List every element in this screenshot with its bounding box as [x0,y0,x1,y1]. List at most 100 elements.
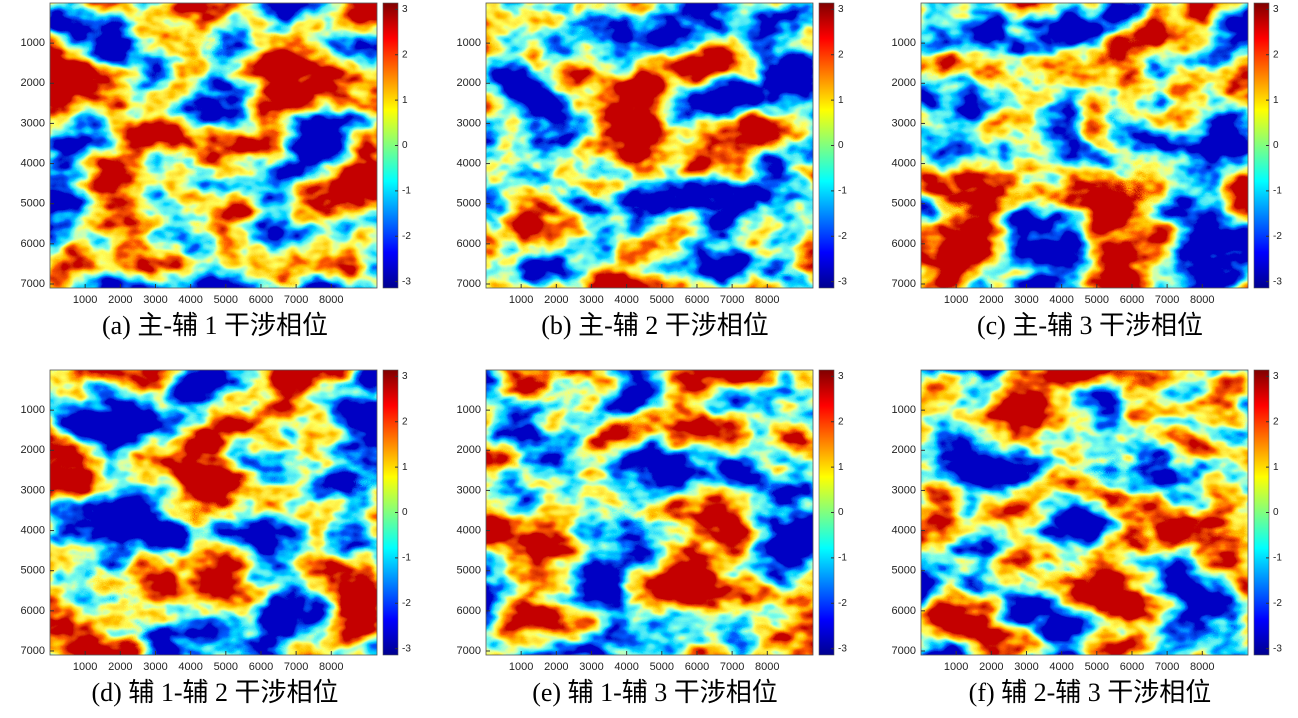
colorbar-tick-label: 2 [402,416,408,427]
caption: (b) 主-辅 2 干涉相位 [541,311,768,340]
x-tick-label: 3000 [143,661,167,673]
x-tick-label: 2000 [979,294,1003,306]
phase-image [486,370,813,655]
x-tick-label: 3000 [1014,294,1038,306]
caption: (e) 辅 1-辅 3 干涉相位 [532,678,778,707]
phase-image [486,3,813,288]
colorbar-tick-label: -2 [402,598,411,609]
x-tick-label: 4000 [1049,294,1073,306]
x-tick-label: 5000 [1085,294,1109,306]
x-tick-label: 8000 [1190,661,1214,673]
x-tick-label: 7000 [284,294,308,306]
y-tick-label: 6000 [892,238,916,250]
y-tick-label: 7000 [892,645,916,657]
colorbar-tick-label: -3 [402,276,411,287]
y-tick-label: 5000 [457,198,481,210]
y-tick-label: 2000 [21,77,45,89]
colorbar-tick-label: -3 [838,643,847,654]
y-tick-label: 4000 [892,157,916,169]
y-tick-label: 1000 [21,404,45,416]
y-tick-label: 5000 [457,565,481,577]
colorbar-tick-label: 2 [1273,416,1279,427]
x-tick-label: 2000 [108,661,132,673]
colorbar-tick-label: 0 [1273,507,1279,518]
x-tick-label: 7000 [720,661,744,673]
x-tick-label: 8000 [755,294,779,306]
y-tick-label: 2000 [892,77,916,89]
x-tick-label: 4000 [614,661,638,673]
y-tick-label: 5000 [892,565,916,577]
colorbar-tick-label: 0 [838,507,844,518]
colorbar-tick-label: 1 [402,462,408,473]
colorbar-tick-label: -1 [1273,186,1282,197]
y-tick-label: 1000 [21,37,45,49]
plot-frame [485,2,814,289]
colorbar-tick-label: -2 [402,231,411,242]
colorbar-tick-label: 3 [402,4,408,15]
colorbar-tick-label: 0 [402,140,408,151]
y-tick-label: 4000 [457,157,481,169]
colorbar-tick-label: 2 [1273,49,1279,60]
x-tick-label: 8000 [319,294,343,306]
x-tick-label: 4000 [178,294,202,306]
panel: 1000 2000 3000 4000 5000 6000 7000 8000 1000 2000… [457,2,847,340]
x-tick-label: 5000 [650,294,674,306]
x-tick-label: 3000 [143,294,167,306]
colorbar-tick-label: 3 [1273,4,1279,15]
colorbar-tick-label: 0 [402,507,408,518]
y-tick-label: 2000 [892,444,916,456]
panel: 1000 2000 3000 4000 5000 6000 7000 8000 1000 2000… [892,369,1282,707]
plot-frame [49,369,378,656]
colorbar-tick-label: 0 [1273,140,1279,151]
colorbar-tick-label: -2 [838,598,847,609]
y-tick-label: 5000 [21,565,45,577]
y-tick-label: 6000 [457,238,481,250]
x-tick-label: 5000 [650,661,674,673]
y-tick-label: 5000 [892,198,916,210]
x-tick-label: 4000 [1049,661,1073,673]
colorbar-tick-label: -1 [402,553,411,564]
phase-image [921,3,1248,288]
y-tick-label: 3000 [892,484,916,496]
y-tick-label: 4000 [21,524,45,536]
colorbar-tick-label: 1 [402,95,408,106]
panel: 1000 2000 3000 4000 5000 6000 7000 8000 1000 2000… [457,369,847,707]
x-tick-label: 1000 [509,661,533,673]
y-tick-label: 7000 [21,278,45,290]
y-tick-label: 3000 [457,117,481,129]
x-tick-label: 7000 [720,294,744,306]
y-tick-label: 1000 [892,404,916,416]
plot-frame [920,2,1249,289]
x-tick-label: 6000 [249,661,273,673]
phase-image [50,370,377,655]
x-tick-label: 7000 [1155,294,1179,306]
y-tick-label: 3000 [21,484,45,496]
colorbar-tick-label: -1 [838,553,847,564]
x-tick-label: 2000 [108,294,132,306]
y-tick-label: 1000 [892,37,916,49]
caption: (f) 辅 2-辅 3 干涉相位 [969,678,1212,707]
x-tick-label: 5000 [214,294,238,306]
y-tick-label: 5000 [21,198,45,210]
y-tick-label: 6000 [21,605,45,617]
colorbar-tick-label: -1 [402,186,411,197]
colorbar-tick-label: 2 [402,49,408,60]
caption: (a) 主-辅 1 干涉相位 [102,311,328,340]
x-tick-label: 1000 [73,294,97,306]
panel: 1000 2000 3000 4000 5000 6000 7000 8000 1000 2000… [21,369,411,707]
x-tick-label: 4000 [178,661,202,673]
x-tick-label: 5000 [214,661,238,673]
y-tick-label: 3000 [892,117,916,129]
y-tick-label: 7000 [892,278,916,290]
caption: (d) 辅 1-辅 2 干涉相位 [92,678,339,707]
colorbar-tick-label: 3 [838,4,844,15]
colorbar-tick-label: 2 [838,416,844,427]
y-tick-label: 1000 [457,37,481,49]
colorbar-tick-label: 1 [1273,95,1279,106]
colorbar-tick-label: -2 [838,231,847,242]
panel: 1000 2000 3000 4000 5000 6000 7000 8000 1000 2000… [892,2,1282,340]
y-tick-label: 6000 [457,605,481,617]
x-tick-label: 1000 [73,661,97,673]
